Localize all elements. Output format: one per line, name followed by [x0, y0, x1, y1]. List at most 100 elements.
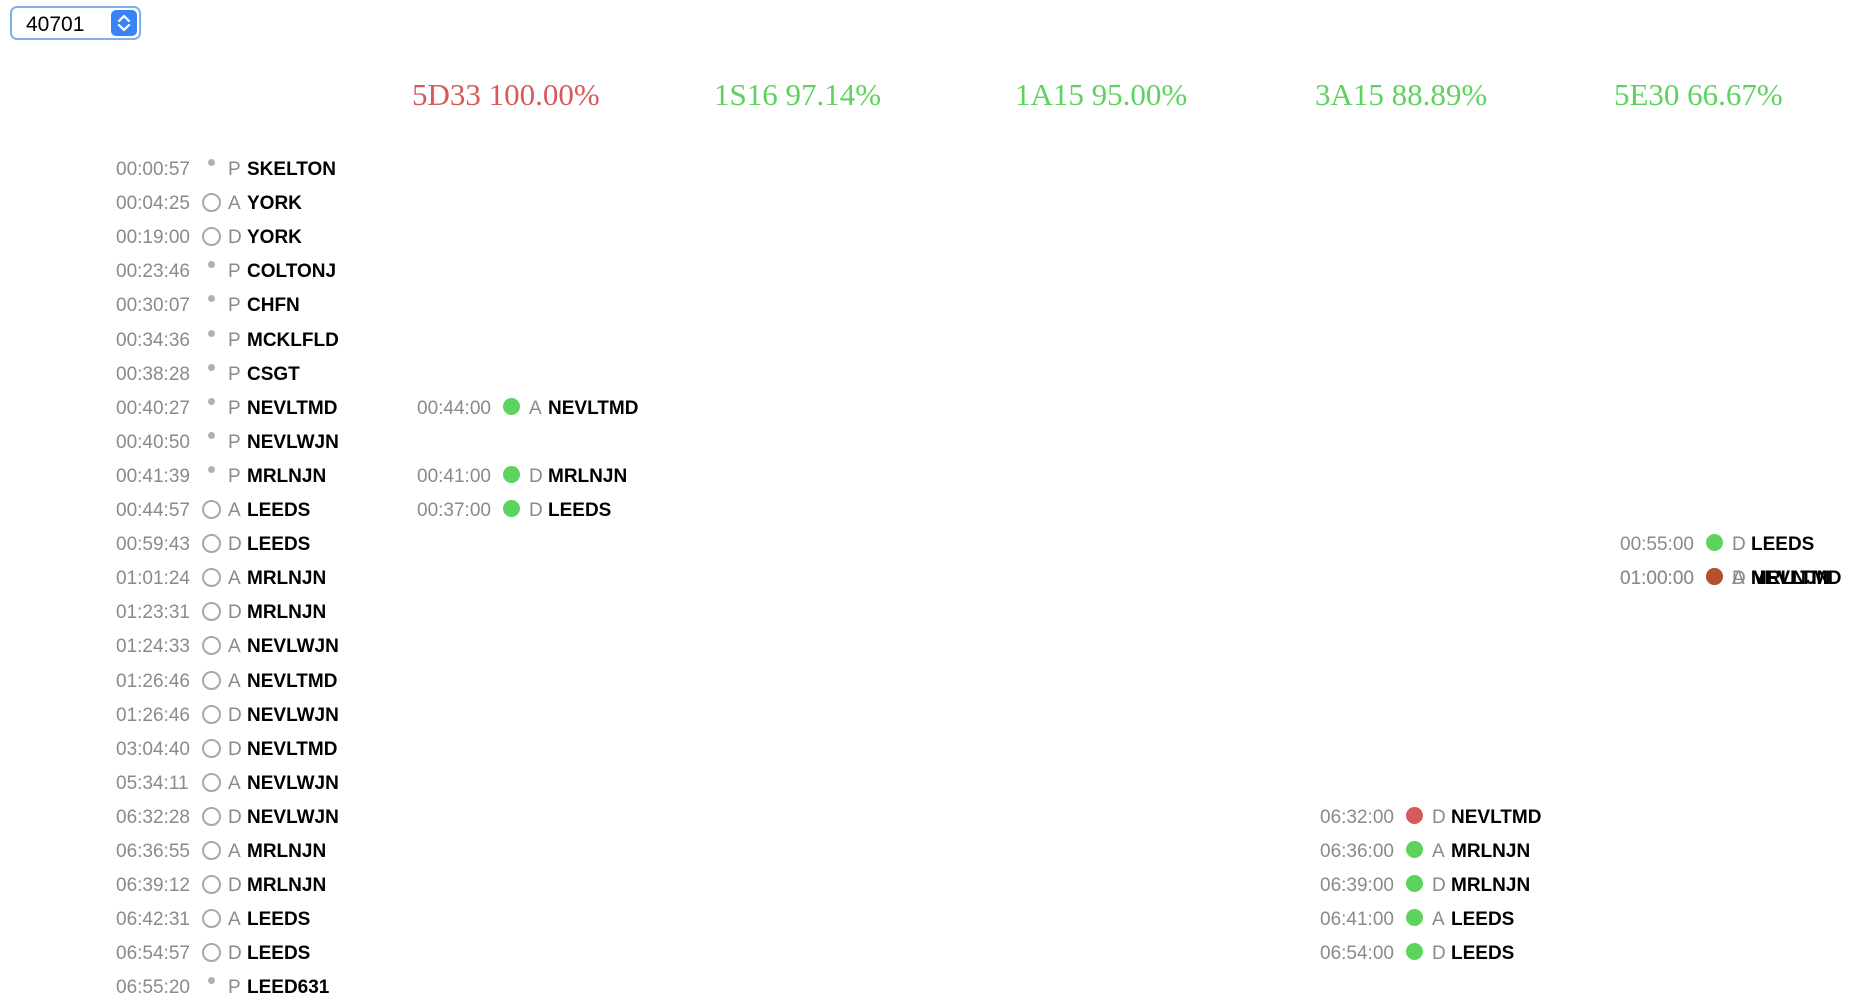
status-dot-icon: [503, 465, 520, 483]
event-time: 00:59:43: [116, 534, 190, 556]
event-time: 06:39:12: [116, 875, 190, 897]
event-time: 01:00:00: [1620, 568, 1694, 590]
event-location: NEVLTMD: [247, 738, 338, 760]
event-location: NEVLWJN: [247, 636, 339, 658]
pass-dot-icon: [208, 431, 215, 439]
schedule-header[interactable]: 1A15 95.00%: [1015, 77, 1188, 112]
event-type: A: [1732, 568, 1745, 590]
event-time: 00:41:39: [116, 465, 190, 487]
stop-ring-icon: [202, 704, 221, 724]
event-time: 00:40:27: [116, 397, 190, 419]
event-type: P: [228, 363, 241, 385]
pass-dot-icon: [208, 977, 215, 985]
stop-ring-icon: [202, 806, 221, 826]
event-type: P: [228, 397, 241, 419]
event-type: A: [228, 772, 241, 794]
event-type: A: [228, 670, 241, 692]
event-time: 01:00:00: [1620, 568, 1694, 590]
schedule-header[interactable]: 3A15 88.89%: [1315, 77, 1488, 112]
stop-ring-icon: [202, 943, 221, 963]
event-location: NEVLTMD: [548, 397, 639, 419]
event-time: 01:23:31: [116, 602, 190, 624]
stop-ring-icon: [202, 875, 221, 895]
event-time: 00:41:00: [417, 465, 491, 487]
status-dot-icon: [1706, 568, 1723, 586]
event-time: 05:34:11: [116, 772, 189, 794]
event-type: D: [529, 500, 543, 521]
event-time: 06:36:00: [1320, 841, 1394, 862]
event-location: NEVLTMD: [1751, 568, 1842, 590]
stop-ring-icon: [202, 772, 221, 792]
event-type: A: [1432, 909, 1445, 931]
schedule-header[interactable]: 5E30 66.67%: [1614, 77, 1783, 112]
event-type: A: [228, 841, 241, 862]
event-location: YORK: [247, 193, 302, 215]
stop-ring-icon: [202, 670, 221, 690]
event-location: MRLNJN: [247, 465, 327, 487]
event-time: 06:32:28: [116, 806, 190, 828]
event-location: LEEDS: [548, 500, 612, 521]
event-type: D: [228, 875, 242, 897]
event-time: 00:34:36: [116, 329, 190, 351]
event-location: NEVLWJN: [247, 772, 339, 794]
status-dot-icon: [1406, 875, 1423, 893]
event-type: A: [228, 500, 241, 521]
event-type: A: [228, 636, 241, 658]
status-dot-icon: [1406, 909, 1423, 927]
event-time: 01:24:33: [116, 636, 190, 658]
event-type: P: [228, 295, 241, 317]
event-type: P: [228, 261, 241, 283]
event-time: 06:54:57: [116, 943, 190, 965]
event-location: SKELTON: [247, 159, 337, 180]
event-location: NEVLWJN: [247, 704, 339, 726]
event-type: D: [1432, 875, 1446, 897]
event-time: 06:41:00: [1320, 909, 1394, 931]
event-type: D: [228, 227, 242, 249]
event-type: A: [228, 193, 241, 215]
status-dot-icon: [1706, 534, 1723, 552]
event-location: MRLNJN: [1451, 841, 1531, 862]
status-dot-icon: [1406, 806, 1423, 824]
event-location: LEEDS: [1451, 909, 1515, 931]
event-location: NEVLTMD: [247, 670, 338, 692]
event-time: 06:36:55: [116, 841, 190, 862]
event-location: COLTONJ: [247, 261, 337, 283]
event-time: 00:38:28: [116, 363, 190, 385]
event-location: LEEDS: [1751, 534, 1815, 556]
pass-dot-icon: [208, 159, 215, 166]
stop-ring-icon: [202, 841, 221, 860]
event-location: CSGT: [247, 363, 300, 385]
event-time: 00:44:57: [116, 500, 190, 521]
pass-dot-icon: [208, 295, 215, 303]
event-type: A: [228, 909, 241, 931]
event-time: 01:26:46: [116, 670, 190, 692]
event-time: 03:04:40: [116, 738, 190, 760]
event-time: 00:23:46: [116, 261, 190, 283]
stop-ring-icon: [202, 738, 221, 758]
event-location: MRLNJN: [247, 602, 327, 624]
stop-ring-icon: [202, 909, 221, 929]
event-type: P: [228, 159, 241, 180]
select-arrows-icon[interactable]: [111, 10, 137, 36]
pass-dot-icon: [208, 363, 215, 371]
pass-dot-icon: [208, 261, 215, 269]
event-location: MRLNJN: [247, 841, 327, 862]
event-time: 06:55:20: [116, 977, 190, 999]
status-dot-icon: [1406, 841, 1423, 858]
stop-ring-icon: [202, 193, 221, 213]
schedule-header[interactable]: 5D33 100.00%: [412, 77, 600, 112]
train-id-select[interactable]: 40701: [10, 6, 141, 40]
event-location: YORK: [247, 227, 302, 249]
event-location: MRLNJN: [247, 568, 327, 590]
event-time: 01:26:46: [116, 704, 190, 726]
event-type: D: [228, 943, 242, 965]
event-type: A: [228, 568, 241, 590]
event-time: 06:42:31: [116, 909, 190, 931]
event-location: LEED631: [247, 977, 330, 999]
event-type: D: [228, 602, 242, 624]
event-time: 00:04:25: [116, 193, 190, 215]
schedule-header[interactable]: 1S16 97.14%: [714, 77, 882, 112]
event-location: NEVLTMD: [247, 397, 338, 419]
event-location: LEEDS: [247, 534, 311, 556]
event-time: 00:37:00: [417, 500, 491, 521]
